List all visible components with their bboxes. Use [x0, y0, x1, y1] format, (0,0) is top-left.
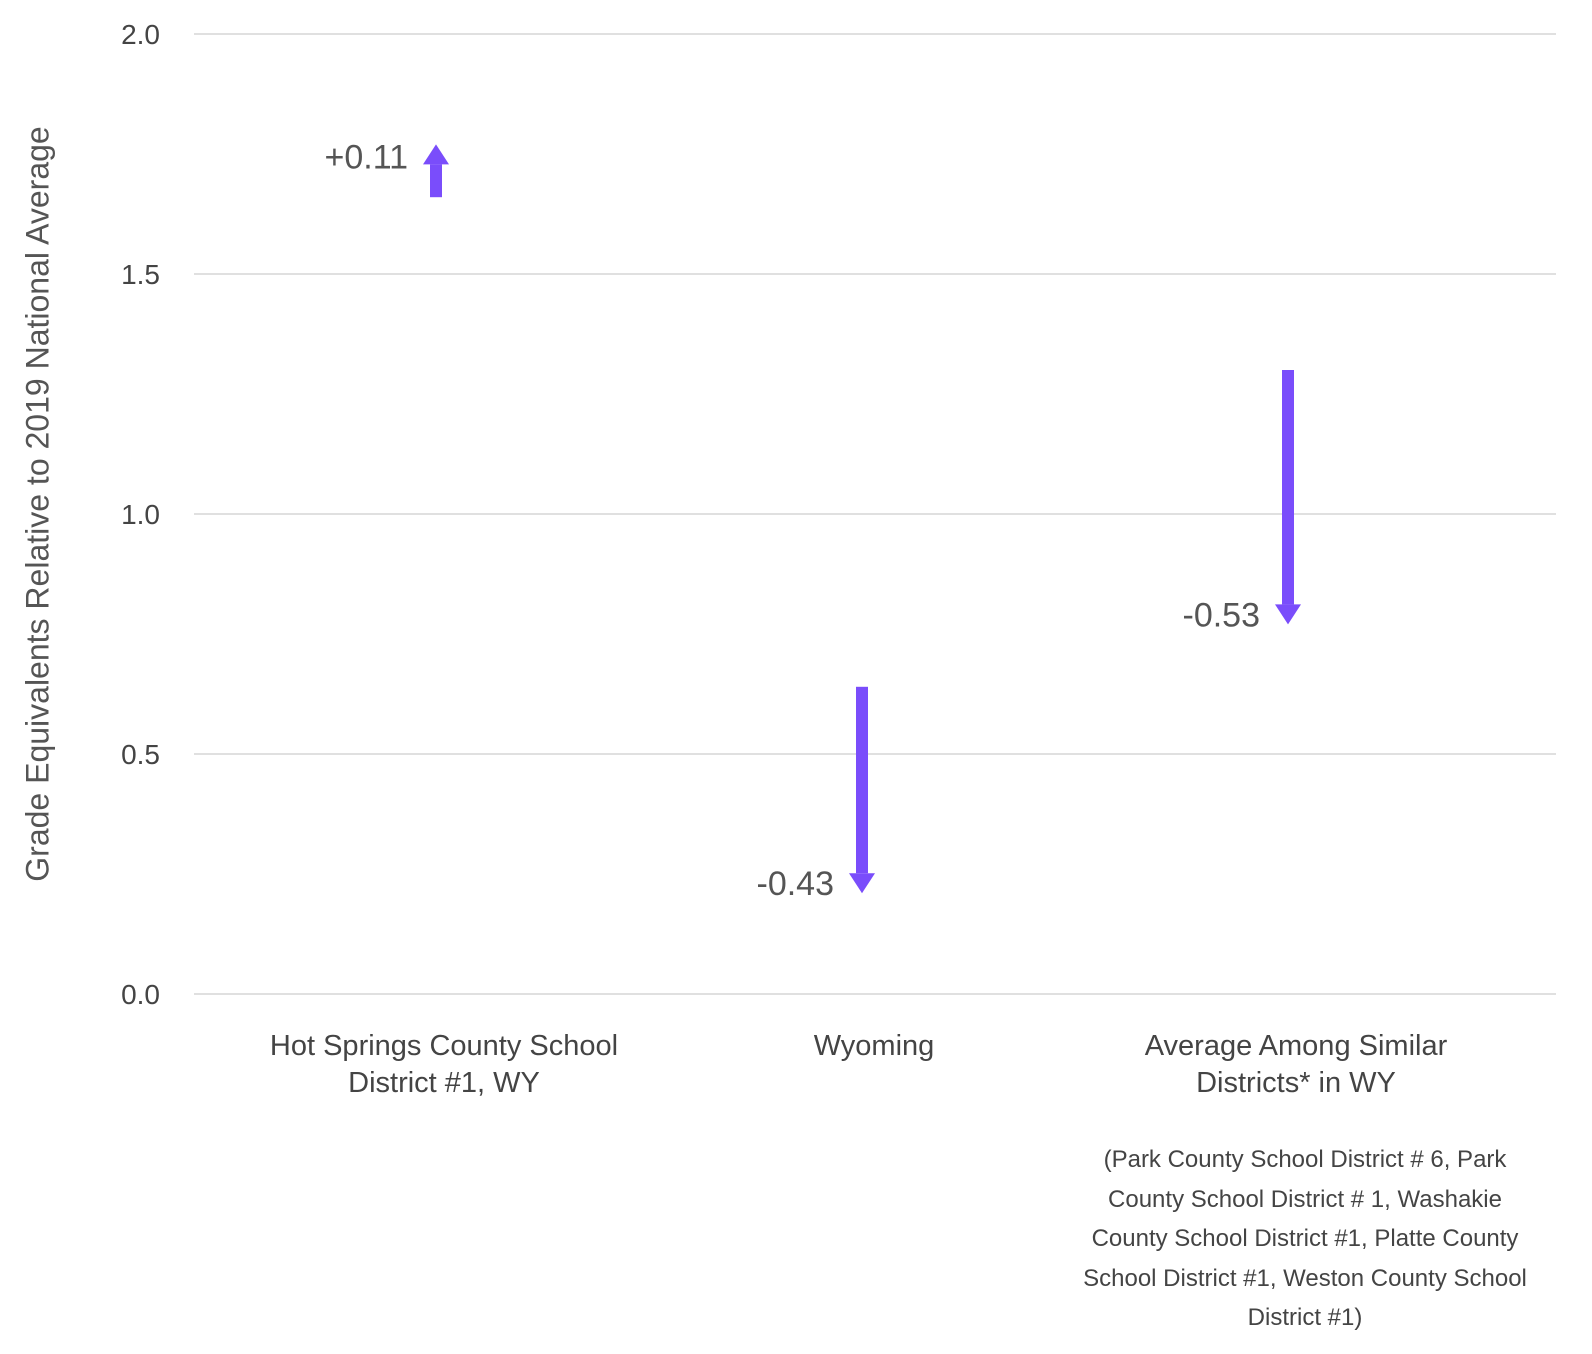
y-tick-label-2: 0.5	[121, 739, 160, 770]
footnote-line-2: County School District # 1, Washakie	[1108, 1185, 1502, 1213]
y-tick-label-4: 1.5	[121, 259, 160, 290]
change-value-label-3: -0.53	[1183, 596, 1261, 634]
y-tick-label-3: 1.0	[121, 499, 160, 530]
x-category-label-2: Wyoming	[664, 1028, 1084, 1065]
change-arrow-2-head	[849, 873, 875, 894]
y-tick-labels: 0.0 0.5 1.0 1.5 2.0	[121, 19, 160, 1010]
footnote-line-3: County School District #1, Platte County	[1091, 1225, 1519, 1252]
change-arrow-3-head	[1275, 604, 1301, 625]
footnote-line-4: School District #1, Weston County School	[1083, 1264, 1527, 1292]
x-category-label-2-line-1: Wyoming	[813, 1030, 935, 1062]
change-arrow-1-shaft	[430, 164, 442, 198]
gridlines	[194, 33, 1556, 995]
x-category-label-3: Average Among Similar Districts* in WY	[1086, 1028, 1506, 1102]
footnote-line-5: District #1)	[1247, 1304, 1363, 1331]
change-value-label-1: +0.11	[324, 138, 408, 176]
change-arrow-2-shaft	[856, 686, 868, 874]
arrows	[423, 144, 1301, 894]
x-category-label-1: Hot Springs County School District #1, W…	[234, 1028, 654, 1102]
x-category-label-3-line-1: Average Among Similar	[1144, 1030, 1448, 1062]
change-arrow-3	[1275, 370, 1301, 625]
change-arrow-1-head	[423, 144, 449, 165]
x-category-label-1-line-1: Hot Springs County School	[269, 1030, 619, 1062]
x-category-label-3-line-2: Districts* in WY	[1196, 1067, 1396, 1099]
change-arrow-2	[849, 686, 875, 894]
footnote-line-1: (Park County School District # 6, Park	[1103, 1146, 1507, 1173]
y-tick-label-5: 2.0	[121, 19, 160, 50]
change-arrow-3-shaft	[1282, 370, 1294, 605]
x-category-label-1-line-2: District #1, WY	[348, 1067, 540, 1099]
y-tick-label-1: 0.0	[121, 979, 160, 1010]
value-labels: +0.11 -0.43 -0.53	[324, 138, 1260, 903]
change-value-label-2: -0.43	[757, 865, 835, 903]
similar-districts-footnote: (Park County School District # 6, Park C…	[1040, 1140, 1570, 1338]
change-arrow-1	[423, 144, 449, 198]
